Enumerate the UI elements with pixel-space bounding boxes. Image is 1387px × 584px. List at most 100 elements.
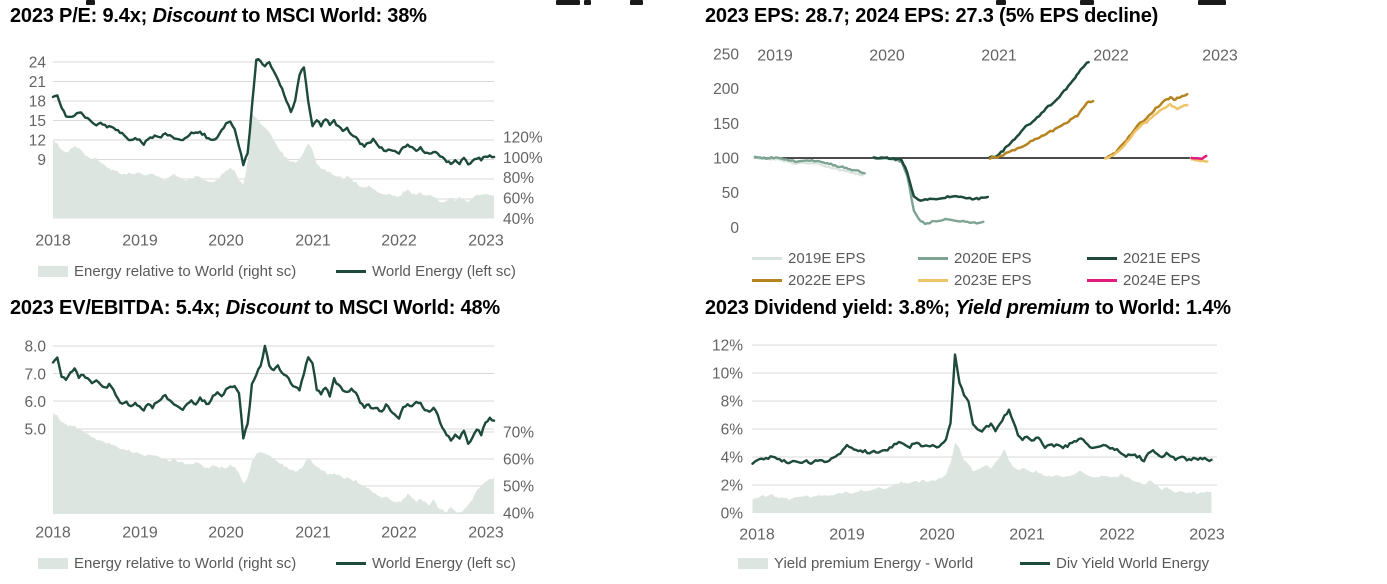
ev-ebitda-title: 2023 EV/EBITDA: 5.4x; Discount to MSCI W… bbox=[10, 297, 500, 320]
y-axis-right-tick-label: 100% bbox=[503, 150, 543, 167]
x-axis-tick-label: 2023 bbox=[1202, 48, 1238, 65]
eps-line-series bbox=[753, 156, 864, 177]
ev-ebitda-title-italic: Discount bbox=[225, 297, 310, 319]
y-axis-left-tick-label: 5.0 bbox=[24, 422, 46, 439]
eps-line-series bbox=[1104, 102, 1189, 160]
y-axis-left-tick-label: 6% bbox=[721, 422, 744, 439]
y-axis-left-tick-label: 10% bbox=[712, 366, 743, 383]
x-axis-tick-label: 2022 bbox=[1099, 527, 1135, 544]
y-axis-left-tick-label: 12 bbox=[29, 133, 46, 150]
clipped-header-fragment bbox=[556, 0, 580, 5]
panel-dividend-yield: 12% 10% 8% 6% 4% 2% 0% 2018 2019 2020 2021 2022 2023… bbox=[693, 292, 1387, 584]
ev-ebitda-title-rest: to MSCI World: 48% bbox=[309, 297, 500, 319]
panel-pe: 24 21 18 15 12 9 120% 100% 80% 60% 40% 2018 2019 2020… bbox=[0, 0, 693, 292]
x-axis-tick-label: 2019 bbox=[122, 233, 158, 250]
x-axis-tick-label: 2020 bbox=[869, 48, 905, 65]
pe-plot: 24 21 18 15 12 9 120% 100% 80% 60% 40% 2018 2019 2020… bbox=[29, 55, 543, 250]
x-axis-tick-label: 2023 bbox=[468, 233, 504, 250]
y-axis-right-tick-label: 60% bbox=[503, 191, 534, 208]
eps-line-series bbox=[1190, 157, 1209, 163]
x-axis-tick-label: 2018 bbox=[35, 525, 71, 542]
pe-line-series bbox=[51, 58, 496, 167]
eps-plot: 250 200 150 100 50 0 2019 2020 2021 2022 2023 bbox=[713, 46, 1238, 237]
ev-ebitda-title-text: 2023 EV/EBITDA: 5.4x; bbox=[10, 297, 226, 319]
y-axis-left-tick-label: 50 bbox=[722, 185, 740, 202]
pe-title-italic: Discount bbox=[152, 5, 237, 27]
dividend-yield-plot: 12% 10% 8% 6% 4% 2% 0% 2018 2019 2020 2021 2022 2023 bbox=[712, 338, 1225, 544]
clipped-header-fragment bbox=[996, 0, 1006, 5]
y-axis-right-tick-label: 120% bbox=[503, 129, 543, 146]
x-axis-tick-label: 2023 bbox=[468, 525, 504, 542]
ev-ebitda-chart: 8.0 7.0 6.0 5.0 70% 60% 50% 40% 2018 2019 2020 2021… bbox=[0, 292, 693, 584]
dividend-yield-title-rest: to World: 1.4% bbox=[1089, 297, 1231, 319]
eps-title: 2023 EPS: 28.7; 2024 EPS: 27.3 (5% EPS d… bbox=[705, 5, 1158, 28]
y-axis-left-tick-label: 100 bbox=[713, 151, 739, 168]
x-axis-tick-label: 2020 bbox=[919, 527, 955, 544]
clipped-header-fragment bbox=[584, 0, 591, 5]
x-axis-tick-label: 2019 bbox=[757, 48, 793, 65]
y-axis-right-tick-label: 40% bbox=[503, 506, 534, 523]
x-axis-tick-label: 2020 bbox=[208, 525, 244, 542]
dividend-yield-title-italic: Yield premium bbox=[955, 297, 1090, 319]
eps-chart: 250 200 150 100 50 0 2019 2020 2021 2022 2023 bbox=[693, 0, 1387, 292]
x-axis-tick-label: 2021 bbox=[295, 525, 331, 542]
x-axis-tick-label: 2019 bbox=[829, 527, 865, 544]
clipped-header-fragment bbox=[1080, 0, 1094, 5]
eps-line-series bbox=[872, 156, 990, 202]
x-axis-tick-label: 2022 bbox=[381, 233, 417, 250]
dividend-yield-title-text: 2023 Dividend yield: 3.8%; bbox=[705, 297, 956, 319]
x-axis-tick-label: 2023 bbox=[1189, 527, 1225, 544]
pe-title-text: 2023 P/E: 9.4x; bbox=[10, 5, 153, 27]
y-axis-left-tick-label: 0% bbox=[721, 506, 744, 523]
clipped-header-fragment bbox=[630, 0, 643, 5]
ev-ebitda-area-series bbox=[53, 413, 495, 514]
pe-chart: 24 21 18 15 12 9 120% 100% 80% 60% 40% 2018 2019 2020… bbox=[0, 0, 693, 292]
x-axis-tick-label: 2021 bbox=[1009, 527, 1045, 544]
clipped-header-fragment bbox=[86, 0, 95, 5]
eps-title-text: 2023 EPS: 28.7; 2024 EPS: 27.3 (5% EPS d… bbox=[705, 5, 1159, 27]
y-axis-left-tick-label: 8.0 bbox=[24, 339, 46, 356]
y-axis-right-tick-label: 60% bbox=[503, 452, 534, 469]
y-axis-left-tick-label: 250 bbox=[713, 46, 739, 63]
x-axis-tick-label: 2021 bbox=[295, 233, 331, 250]
x-axis-tick-label: 2022 bbox=[381, 525, 417, 542]
eps-line-series bbox=[753, 155, 866, 175]
x-axis-tick-label: 2018 bbox=[739, 527, 775, 544]
ev-ebitda-line-series bbox=[51, 344, 496, 445]
y-axis-right-tick-label: 70% bbox=[503, 425, 534, 442]
x-axis-tick-label: 2020 bbox=[208, 233, 244, 250]
dividend-yield-chart: 12% 10% 8% 6% 4% 2% 0% 2018 2019 2020 2021 2022 2023 bbox=[693, 292, 1387, 584]
dividend-yield-line-series bbox=[751, 353, 1213, 465]
dividend-yield-title: 2023 Dividend yield: 3.8%; Yield premium… bbox=[705, 297, 1231, 320]
pe-area-series bbox=[53, 112, 495, 219]
x-axis-tick-label: 2022 bbox=[1093, 48, 1129, 65]
y-axis-left-tick-label: 15 bbox=[29, 113, 46, 130]
eps-line-series bbox=[988, 99, 1095, 160]
y-axis-right-tick-label: 80% bbox=[503, 170, 534, 187]
pe-title: 2023 P/E: 9.4x; Discount to MSCI World: … bbox=[10, 5, 427, 28]
y-axis-left-tick-label: 9 bbox=[37, 152, 46, 169]
y-axis-left-tick-label: 8% bbox=[721, 394, 744, 411]
y-axis-left-tick-label: 4% bbox=[721, 450, 744, 467]
eps-line-series bbox=[872, 156, 985, 226]
pe-title-rest: to MSCI World: 38% bbox=[236, 5, 427, 27]
x-axis-tick-label: 2018 bbox=[35, 233, 71, 250]
y-axis-right-tick-label: 40% bbox=[503, 211, 534, 228]
clipped-header-fragment bbox=[1198, 0, 1226, 5]
dividend-yield-area-series bbox=[752, 442, 1212, 513]
panel-ev-ebitda: 8.0 7.0 6.0 5.0 70% 60% 50% 40% 2018 2019 2020 2021… bbox=[0, 292, 693, 584]
y-axis-left-tick-label: 0 bbox=[730, 220, 739, 237]
x-axis-tick-label: 2021 bbox=[981, 48, 1017, 65]
ev-ebitda-plot: 8.0 7.0 6.0 5.0 70% 60% 50% 40% 2018 2019 2020 2021… bbox=[24, 339, 534, 542]
y-axis-left-tick-label: 200 bbox=[713, 81, 739, 98]
y-axis-left-tick-label: 7.0 bbox=[24, 366, 46, 383]
y-axis-left-tick-label: 2% bbox=[721, 478, 744, 495]
y-axis-left-tick-label: 18 bbox=[29, 94, 46, 111]
x-axis-tick-label: 2019 bbox=[122, 525, 158, 542]
eps-line-series bbox=[988, 60, 1090, 159]
y-axis-left-tick-label: 150 bbox=[713, 116, 739, 133]
eps-line-series bbox=[1190, 154, 1208, 161]
y-axis-right-tick-label: 50% bbox=[503, 479, 534, 496]
y-axis-left-tick-label: 21 bbox=[29, 74, 46, 91]
